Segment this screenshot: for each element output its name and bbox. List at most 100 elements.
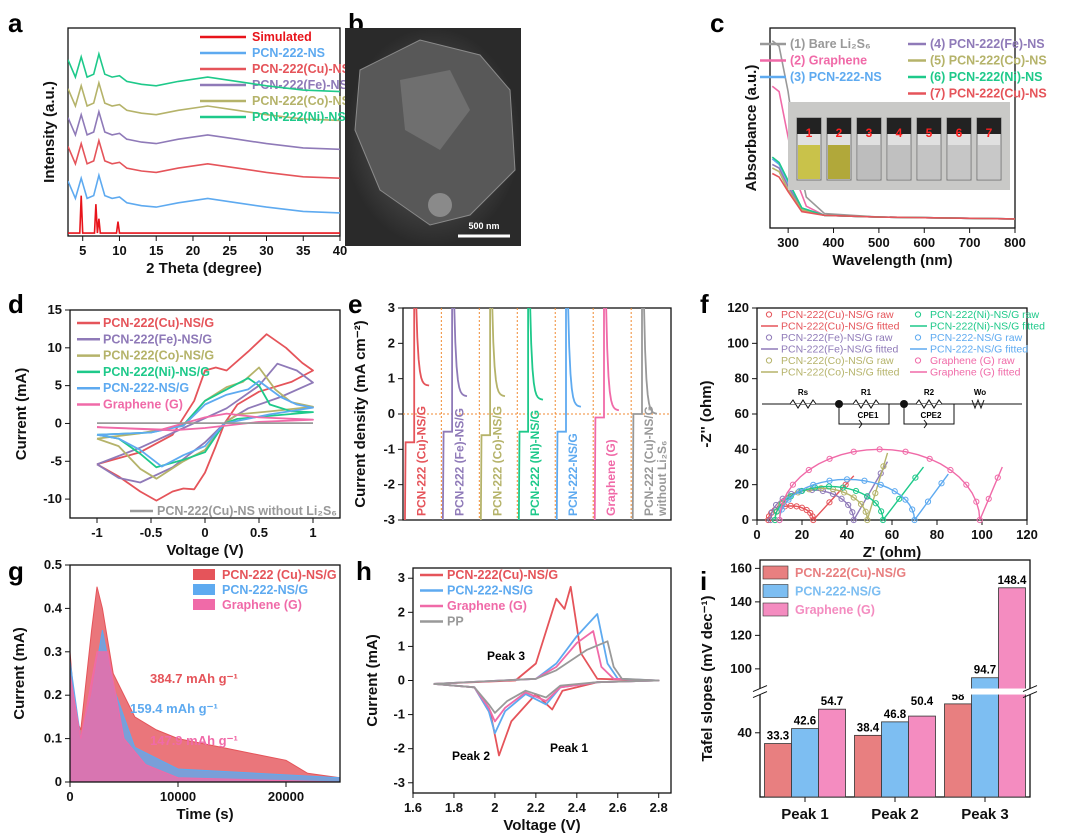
- x-axis-title: Wavelength (nm): [832, 252, 952, 269]
- y-tick-label: 3: [398, 570, 405, 585]
- x-tick-label: 0.5: [250, 525, 268, 540]
- x-tick-label: Peak 1: [781, 806, 829, 823]
- x-tick-label: 25: [222, 243, 236, 258]
- data-label: 50.4: [911, 696, 934, 708]
- circuit-label: R1: [861, 388, 872, 397]
- raw-data-point: [785, 496, 792, 503]
- capacity-annotation: 159.4 mAh g⁻¹: [130, 701, 218, 716]
- legend-label: PCN-222(Co)-NS/G: [103, 349, 214, 363]
- series-line: [68, 108, 340, 151]
- x-tick-label: 60: [885, 527, 899, 542]
- legend-label-fitted: PCN-222(Ni)-NS/G fitted: [930, 321, 1045, 333]
- circuit-label: Wo: [974, 388, 986, 397]
- series-line: [479, 308, 506, 520]
- legend-label-suffix: raw: [995, 355, 1015, 367]
- circuit-label: R2: [924, 388, 935, 397]
- vial-label: 6: [956, 126, 963, 140]
- x-tick-label: 2.8: [650, 800, 668, 815]
- vial-solution: [858, 145, 880, 179]
- legend-marker: [914, 311, 922, 318]
- y-tick-label: -5: [50, 453, 62, 468]
- panel-label-c: c: [710, 8, 724, 38]
- raw-data-point: [862, 508, 869, 515]
- y-axis-title: Current density (mA cm⁻²): [352, 320, 369, 507]
- y-tick-label: 100: [727, 335, 749, 350]
- circuit-label: CPE1: [858, 411, 879, 420]
- y-tick-label: 1: [398, 638, 405, 653]
- raw-data-point: [976, 516, 983, 524]
- x-tick-label: 400: [823, 235, 845, 250]
- x-tick-label: 1.8: [445, 800, 463, 815]
- series-line: [68, 172, 340, 214]
- legend-label-raw: PCN-222(Cu)-NS/G raw: [781, 309, 894, 321]
- legend-label-raw: PCN-222(Co)-NS/G raw: [781, 355, 894, 367]
- x-tick-label: 800: [1004, 235, 1026, 250]
- sample-label: PCN-222 (Cu)-NS/G: [414, 406, 428, 516]
- legend-label-suffix: raw: [874, 355, 894, 367]
- y-tick-label: 3: [388, 300, 395, 315]
- raw-data-point: [850, 516, 857, 524]
- legend-label: PCN-222(Ni)-NS: [252, 110, 346, 124]
- vial-label: 4: [896, 126, 903, 140]
- series-line: [68, 137, 340, 179]
- legend-label: PCN-222(Co)-NS: [252, 94, 350, 108]
- data-label: 33.3: [767, 731, 789, 743]
- x-tick-label: 300: [777, 235, 799, 250]
- sample-label-line2: without Li₂S₆: [655, 441, 669, 517]
- raw-data-point: [947, 466, 954, 474]
- panel-label-h: h: [356, 556, 372, 586]
- legend-label: (5) PCN-222(Co)-NS: [930, 54, 1047, 68]
- axis-break: [752, 688, 1038, 695]
- vial-cap: [857, 118, 881, 134]
- raw-data-point: [911, 516, 918, 524]
- legend-label: Simulated: [252, 30, 312, 44]
- raw-data-point: [924, 498, 932, 505]
- vial-cap: [797, 118, 821, 134]
- sample-label: PCN-222 (Fe)-NS/G: [452, 408, 466, 516]
- y-axis-title: Absorbance (a.u.): [743, 65, 760, 192]
- raw-data-point: [810, 481, 817, 488]
- y-tick-label: 0.3: [44, 644, 62, 659]
- series-line: [404, 308, 430, 520]
- y-tick-label: 2: [398, 604, 405, 619]
- series-line: [517, 308, 544, 520]
- y-tick-label: 160: [730, 560, 752, 575]
- y-axis-title: Intensity (a.u.): [41, 81, 58, 183]
- plot-frame: [67, 27, 341, 237]
- x-tick-label: 35: [296, 243, 310, 258]
- chart-d-cv: -1 -0.5 0 0.5 1 -10 -5 0 5 10 15 Voltage (V) Current…: [13, 302, 341, 559]
- x-tick-label: 0: [66, 789, 73, 804]
- legend-label: PCN-222(Ni)-NS/G: [103, 365, 210, 379]
- raw-data-point: [880, 463, 887, 470]
- raw-data-point: [825, 483, 833, 490]
- y-tick-label: 20: [735, 477, 749, 492]
- chart-a-xrd: 5 10 15 20 25 30 35 40 2 Theta (degree) Intensity…: [41, 27, 350, 277]
- y-tick-label: 2: [388, 335, 395, 350]
- resistor-icon: [789, 399, 817, 409]
- legend-label-suffix: fitted: [1002, 344, 1028, 356]
- vial-cap: [947, 118, 971, 134]
- sample-label: PCN-222 (Cu)-NS/G: [642, 406, 656, 516]
- series-line: [433, 630, 660, 723]
- legend-label: PCN-222(Cu)-NS: [252, 62, 350, 76]
- series-line: [771, 172, 1015, 220]
- x-axis-title: 2 Theta (degree): [146, 260, 262, 277]
- raw-data-point: [864, 516, 871, 524]
- x-tick-label: 500: [868, 235, 890, 250]
- raw-data-point: [787, 502, 794, 509]
- legend-label-raw: PCN-222(Fe)-NS/G raw: [781, 332, 893, 344]
- x-axis-title: Time (s): [176, 806, 233, 823]
- x-tick-label: 80: [930, 527, 944, 542]
- legend-label: PCN-222(Fe)-NS/G: [103, 332, 212, 346]
- raw-data-point: [896, 495, 903, 502]
- vial-label: 5: [926, 126, 933, 140]
- y-tick-label: 0: [742, 512, 749, 527]
- legend-label-suffix: fitted: [874, 367, 900, 379]
- series-line: [593, 308, 620, 520]
- raw-data-point: [902, 448, 909, 455]
- raw-data-point: [909, 506, 916, 513]
- data-label: 54.7: [821, 696, 843, 708]
- y-tick-label: 60: [735, 406, 749, 421]
- peak-annotation: Peak 3: [487, 649, 525, 663]
- y-tick-label: 140: [730, 594, 752, 609]
